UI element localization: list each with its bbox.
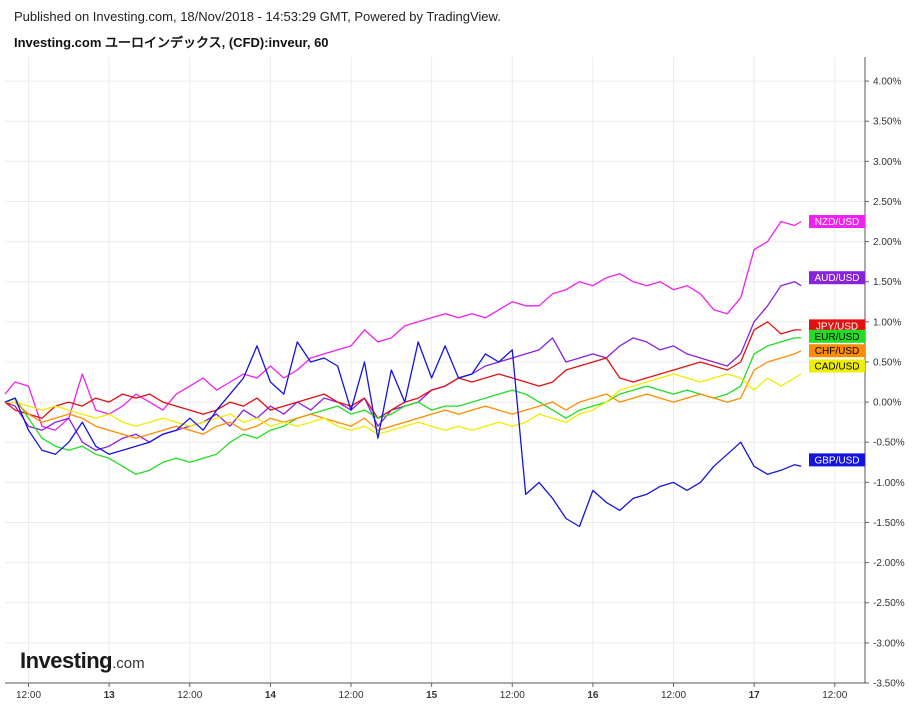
axes: 4.00% 3.50% 3.00% 2.50% 2.00% 1.50% 1.00% 0.50%… bbox=[5, 57, 905, 701]
y-tick-label: -3.50% bbox=[873, 679, 905, 690]
y-tick-label: 1.50% bbox=[873, 277, 901, 288]
series-label-text: CAD/USD bbox=[814, 361, 859, 372]
x-tick-label: 12:00 bbox=[16, 690, 41, 701]
x-tick-label: 15 bbox=[426, 690, 438, 701]
series-label-box bbox=[809, 359, 865, 373]
series-label-box bbox=[809, 215, 865, 229]
y-tick-label: 0.00% bbox=[873, 398, 901, 409]
series-label-box bbox=[809, 329, 865, 343]
series-line-aud-usd[interactable] bbox=[4, 281, 802, 451]
x-tick-label: 16 bbox=[587, 690, 599, 701]
series-line-nzd-usd[interactable] bbox=[4, 220, 802, 431]
y-tick-label: -1.00% bbox=[873, 478, 905, 489]
y-tick-label: 3.50% bbox=[873, 117, 901, 128]
series-label-box bbox=[809, 271, 865, 285]
y-tick-label: -3.00% bbox=[873, 638, 905, 649]
y-tick-label: -1.50% bbox=[873, 518, 905, 529]
series-line-eur-usd[interactable] bbox=[4, 337, 802, 475]
y-tick-label: 2.00% bbox=[873, 237, 901, 248]
x-tick-label: 17 bbox=[749, 690, 761, 701]
series-label-box bbox=[809, 344, 865, 358]
chart-title: Investing.com ユーロインデックス, (CFD):inveur, 6… bbox=[14, 35, 329, 50]
series-label-text: EUR/USD bbox=[814, 332, 859, 343]
x-tick-label: 12:00 bbox=[661, 690, 686, 701]
series-line-cad-usd[interactable] bbox=[5, 373, 802, 435]
y-tick-label: -2.50% bbox=[873, 598, 905, 609]
y-tick-label: 0.50% bbox=[873, 357, 901, 368]
x-tick-label: 12:00 bbox=[339, 690, 364, 701]
logo-suffix: .com bbox=[112, 655, 145, 672]
y-tick-label: 3.00% bbox=[873, 157, 901, 168]
y-tick-label: -2.00% bbox=[873, 558, 905, 569]
series-line-chf-usd[interactable] bbox=[5, 350, 802, 439]
y-tick-label: 2.50% bbox=[873, 197, 901, 208]
y-tick-label: -0.50% bbox=[873, 438, 905, 449]
x-tick-label: 14 bbox=[265, 690, 277, 701]
x-tick-label: 12:00 bbox=[500, 690, 525, 701]
series-label-text: NZD/USD bbox=[815, 217, 859, 228]
x-tick-label: 13 bbox=[104, 690, 116, 701]
logo-text: Investing bbox=[20, 648, 113, 673]
investing-logo: Investing.com bbox=[20, 648, 145, 674]
series-label-text: JPY/USD bbox=[816, 321, 858, 332]
published-caption: Published on Investing.com, 18/Nov/2018 … bbox=[14, 9, 501, 24]
series-lines bbox=[4, 220, 802, 528]
series-label-box bbox=[809, 453, 865, 467]
x-tick-label: 12:00 bbox=[822, 690, 847, 701]
series-line-gbp-usd[interactable] bbox=[4, 341, 802, 528]
x-tick-label: 12:00 bbox=[177, 690, 202, 701]
series-label-text: AUD/USD bbox=[814, 273, 859, 284]
series-label-text: GBP/USD bbox=[814, 455, 859, 466]
series-label-text: CHF/USD bbox=[815, 346, 859, 357]
y-tick-label: 1.00% bbox=[873, 317, 901, 328]
series-label-box bbox=[809, 319, 865, 333]
y-tick-label: 4.00% bbox=[873, 77, 901, 88]
